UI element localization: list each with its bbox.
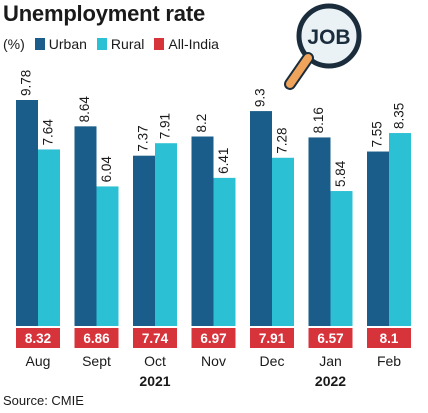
legend-label-urban: Urban <box>48 36 87 52</box>
legend-label-rural: Rural <box>110 36 145 52</box>
bar-rural-sept <box>96 186 119 326</box>
x-tick-label-sept: Sept <box>82 353 111 369</box>
x-tick-label-jan: Jan <box>319 353 342 369</box>
bars-group <box>16 100 411 326</box>
year-label-2022: 2022 <box>315 373 346 389</box>
value-label-urban-sept: 8.64 <box>77 96 92 123</box>
value-label-rural-nov: 6.41 <box>216 148 231 174</box>
all-india-box-jan <box>308 328 353 348</box>
all-india-box-sept <box>74 328 119 348</box>
all-india-value-jan: 6.57 <box>317 331 343 346</box>
bar-urban-sept <box>74 126 97 326</box>
value-label-rural-aug: 7.64 <box>41 119 56 146</box>
bar-rural-aug <box>38 149 60 326</box>
x-tick-label-oct: Oct <box>144 353 166 369</box>
value-label-rural-jan: 5.84 <box>333 160 348 187</box>
bar-rural-dec <box>272 157 294 326</box>
value-label-urban-jan: 8.16 <box>311 107 326 133</box>
all-india-value-sept: 6.86 <box>83 331 110 346</box>
bar-rural-oct <box>155 143 177 326</box>
bar-urban-dec <box>250 111 272 326</box>
all-india-value-feb: 8.1 <box>380 331 399 346</box>
x-tick-label-dec: Dec <box>260 353 285 369</box>
bar-urban-aug <box>16 100 38 326</box>
all-india-value-oct: 7.74 <box>142 331 169 346</box>
value-label-urban-feb: 7.55 <box>370 121 385 147</box>
year-label-2021: 2021 <box>139 373 170 389</box>
all-india-box-oct <box>133 328 177 348</box>
bar-urban-feb <box>367 151 389 326</box>
bar-rural-jan <box>330 191 353 326</box>
bar-rural-nov <box>213 177 236 326</box>
legend-item-rural: Rural <box>96 36 145 52</box>
value-label-rural-sept: 6.04 <box>99 156 114 183</box>
all-india-box-dec <box>250 328 294 348</box>
x-tick-label-nov: Nov <box>201 353 226 369</box>
legend-swatch-urban <box>34 38 45 50</box>
x-tick-label-feb: Feb <box>377 353 401 369</box>
bar-urban-nov <box>191 136 214 326</box>
value-label-urban-oct: 7.37 <box>136 125 151 151</box>
legend-label-all-india: All-India <box>168 36 219 52</box>
legend-item-urban: Urban <box>34 36 87 52</box>
legend-swatch-rural <box>96 38 107 50</box>
unit-label: (%) <box>3 36 25 52</box>
value-label-rural-oct: 7.91 <box>158 113 173 139</box>
job-icon-text: JOB <box>307 26 350 49</box>
value-label-rural-dec: 7.28 <box>275 127 290 153</box>
all-india-value-nov: 6.97 <box>200 331 226 346</box>
legend: (%) Urban Rural All-India <box>3 36 229 52</box>
value-labels-group: 9.78 7.64 8.64 6.04 7.37 7.91 8.2 6.41 9.3 7.28 8.… <box>19 70 407 187</box>
chart-title: Unemployment rate <box>3 1 205 26</box>
legend-swatch-all-india <box>154 38 165 50</box>
x-tick-label-aug: Aug <box>26 353 51 369</box>
bar-urban-oct <box>133 155 155 326</box>
source-note: Source: CMIE <box>3 393 84 408</box>
value-label-rural-feb: 8.35 <box>392 103 407 129</box>
value-label-urban-aug: 9.78 <box>19 70 34 96</box>
x-axis-labels-group: Aug Sept Oct Nov Dec Jan Feb 2021 2022 <box>26 353 402 389</box>
value-label-urban-dec: 9.3 <box>253 88 268 107</box>
value-label-urban-nov: 8.2 <box>194 114 209 133</box>
all-india-value-dec: 7.91 <box>259 331 286 346</box>
bar-urban-jan <box>308 137 331 326</box>
all-india-value-aug: 8.32 <box>25 331 51 346</box>
all-india-box-aug <box>16 328 60 348</box>
bar-rural-feb <box>389 133 411 326</box>
all-india-boxes-group: 8.32 6.86 7.74 6.97 7.91 6.57 8.1 <box>16 328 411 348</box>
legend-item-all-india: All-India <box>154 36 219 52</box>
all-india-box-feb <box>367 328 411 348</box>
all-india-box-nov <box>191 328 236 348</box>
magnifier-job-icon: JOB <box>284 3 362 90</box>
